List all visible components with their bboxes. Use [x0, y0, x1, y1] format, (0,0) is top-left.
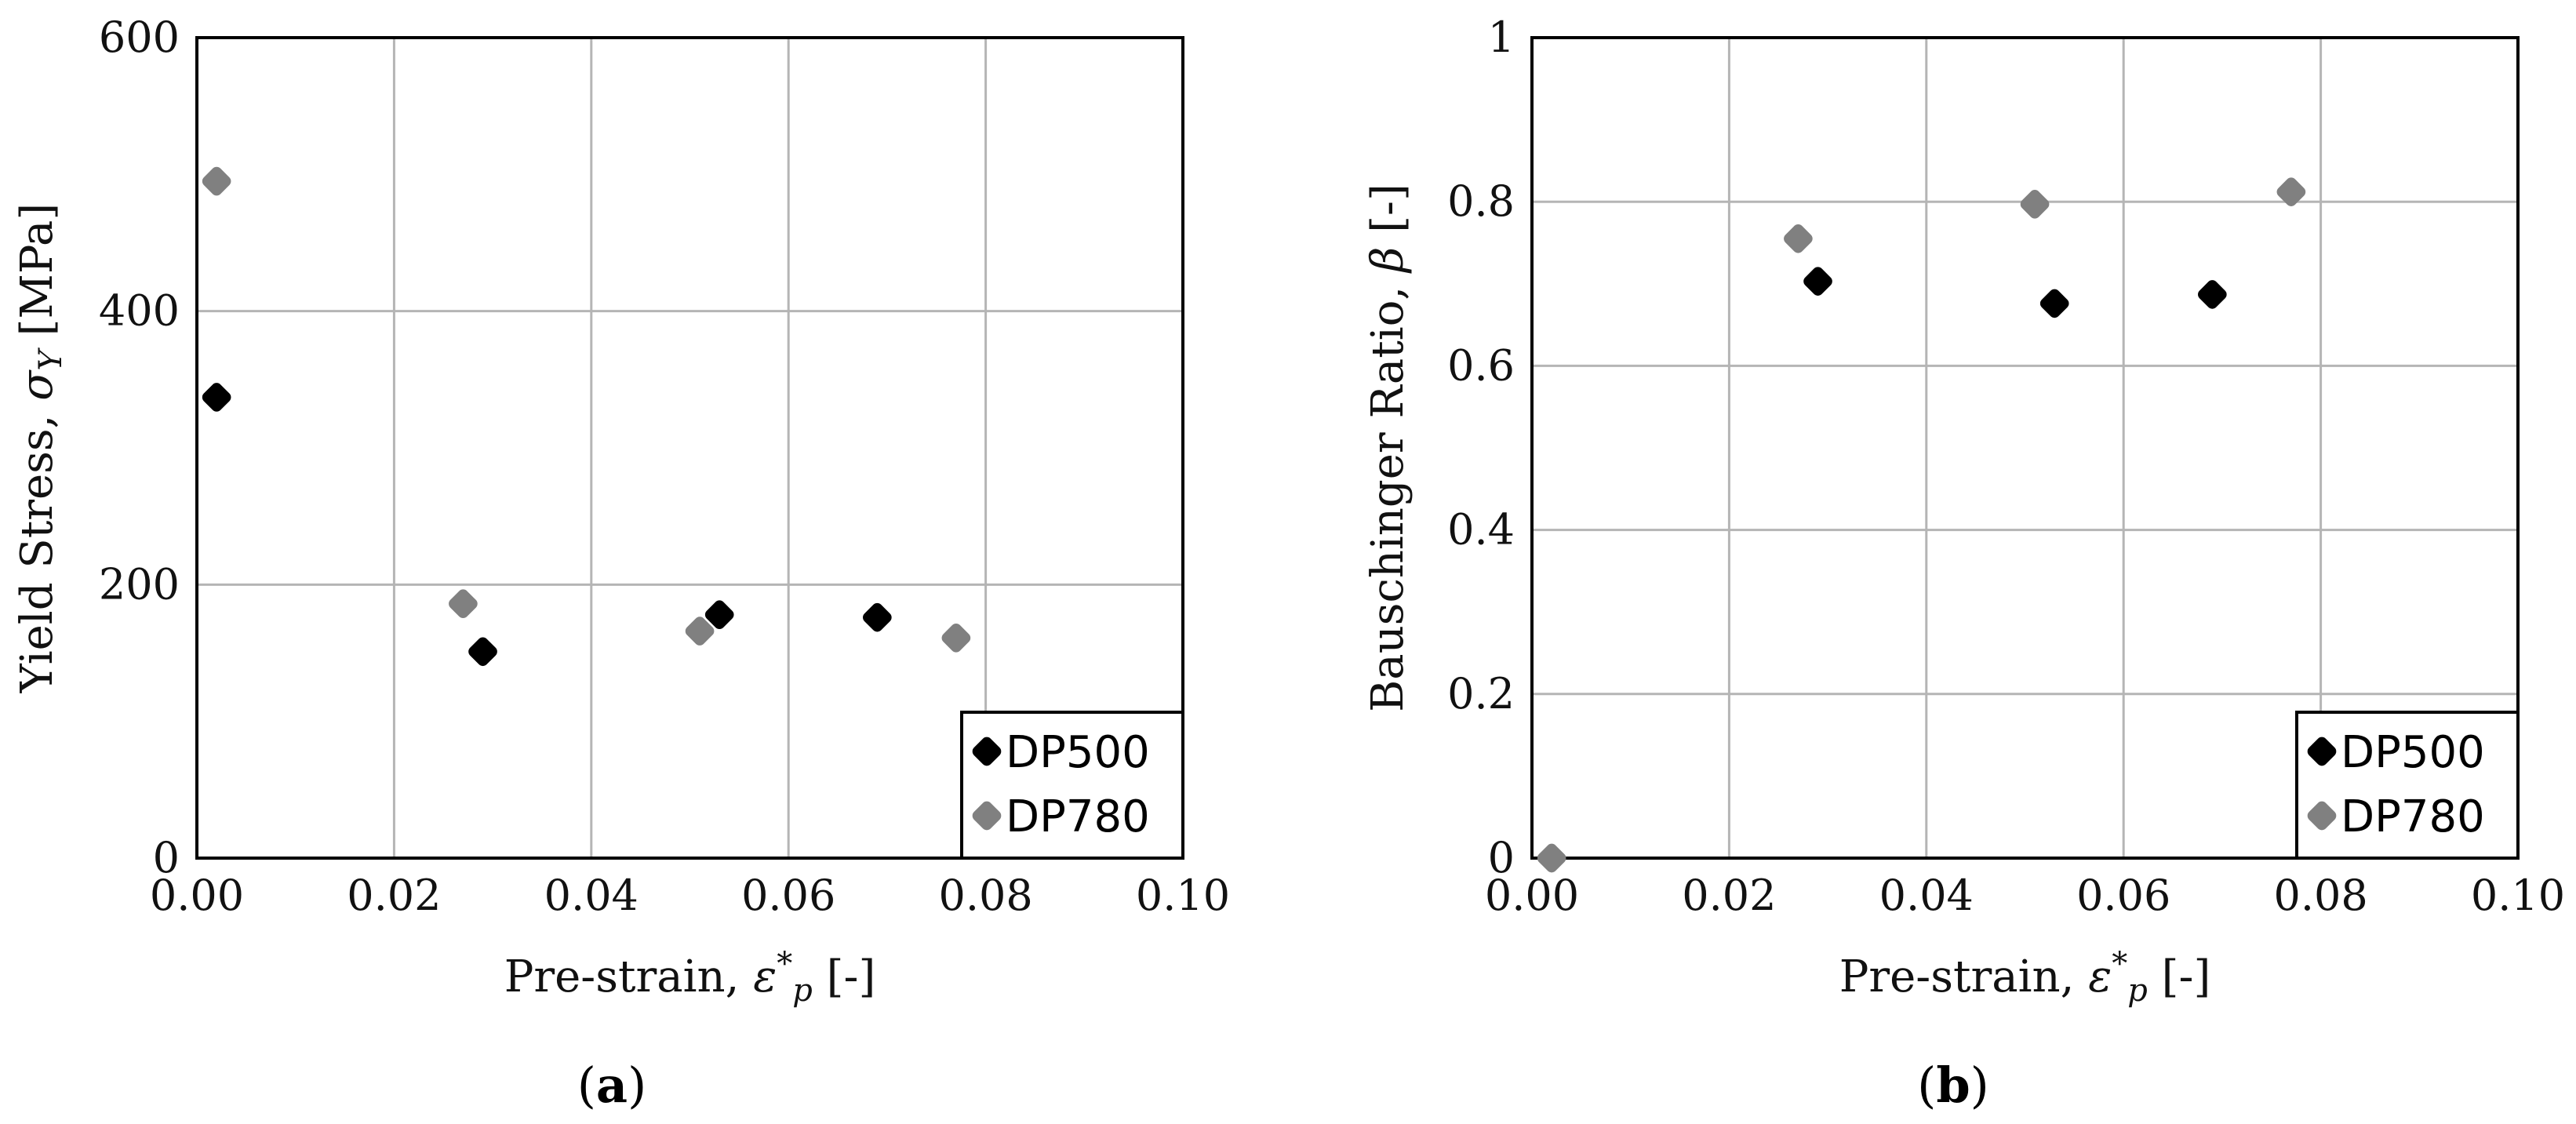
data-point — [941, 624, 971, 653]
x-tick-label: 0.06 — [2076, 871, 2170, 920]
data-point — [468, 637, 497, 667]
y-tick-label: 600 — [99, 13, 180, 62]
caption-b: (b) — [1917, 1057, 1989, 1114]
legend-label: DP780 — [1006, 791, 1150, 842]
y-tick-label: 0.8 — [1447, 176, 1515, 226]
legend-box — [960, 711, 1184, 860]
y-axis-label: Bauschinger Ratio, β [-] — [1363, 184, 1414, 712]
data-point — [2276, 177, 2306, 206]
x-tick-label: 0.00 — [1485, 871, 1579, 920]
y-tick-label: 0.2 — [1447, 669, 1515, 718]
x-axis-label: Pre-strain, ε*p [-] — [1839, 946, 2211, 1009]
series-DP500 — [202, 383, 892, 667]
legend-marker — [2307, 737, 2337, 766]
x-tick-label: 0.04 — [1879, 871, 1974, 920]
x-tick-label: 0.00 — [150, 871, 244, 920]
series-DP780 — [1537, 177, 2306, 873]
y-axis-label: Yield Stress, σY [MPa] — [12, 203, 69, 693]
legend-box — [2295, 711, 2520, 860]
legend: DP500 DP780 — [2295, 711, 2520, 860]
chart-panel-b: 0.00 0.02 0.04 0.06 0.08 0.10 0 0.2 0.4 0.6 0.8 1 Pr… — [1363, 13, 2565, 1114]
legend-label: DP500 — [2341, 727, 2485, 778]
x-tick-label: 0.02 — [1682, 871, 1776, 920]
legend-marker — [2307, 801, 2337, 831]
y-tick-label: 0 — [1488, 833, 1515, 882]
legend-label: DP500 — [1006, 727, 1150, 778]
x-tick-label: 0.08 — [938, 871, 1032, 920]
x-tick-label: 0.10 — [2471, 871, 2565, 920]
data-point — [202, 383, 231, 412]
y-tick-label: 200 — [99, 559, 180, 609]
data-point — [2020, 190, 2050, 219]
x-tick-label: 0.04 — [544, 871, 639, 920]
data-point — [704, 600, 734, 630]
data-point — [449, 589, 478, 619]
data-point — [1784, 224, 1813, 253]
y-tick-label: 1 — [1488, 13, 1515, 62]
chart-panel-a: 0.00 0.02 0.04 0.06 0.08 0.10 0 200 400 600 Pre-st… — [12, 13, 1230, 1114]
data-point — [2198, 280, 2227, 309]
plot-frame — [1530, 36, 2520, 860]
x-tick-label: 0.06 — [741, 871, 835, 920]
grid — [197, 38, 1183, 858]
y-tick-label: 0.4 — [1447, 505, 1515, 555]
y-tick-label: 400 — [99, 286, 180, 336]
y-tick-label: 0 — [153, 833, 180, 882]
y-tick-label: 0.6 — [1447, 340, 1515, 390]
legend-label: DP780 — [2341, 791, 2485, 842]
series-DP780 — [202, 166, 971, 653]
x-tick-label: 0.10 — [1136, 871, 1230, 920]
plot-frame — [195, 36, 1184, 860]
caption-a: (a) — [577, 1057, 647, 1114]
data-point — [863, 602, 892, 632]
series-DP500 — [1803, 267, 2227, 318]
x-tick-label: 0.02 — [347, 871, 441, 920]
legend-marker — [972, 737, 1002, 766]
data-point — [1537, 843, 1566, 873]
data-point — [202, 166, 231, 196]
legend-marker — [972, 801, 1002, 831]
data-point — [2039, 289, 2069, 318]
data-point — [1803, 267, 1832, 296]
x-axis-label: Pre-strain, ε*p [-] — [504, 946, 876, 1009]
x-tick-label: 0.08 — [2273, 871, 2367, 920]
data-point — [685, 617, 715, 646]
legend: DP500 DP780 — [960, 711, 1184, 860]
